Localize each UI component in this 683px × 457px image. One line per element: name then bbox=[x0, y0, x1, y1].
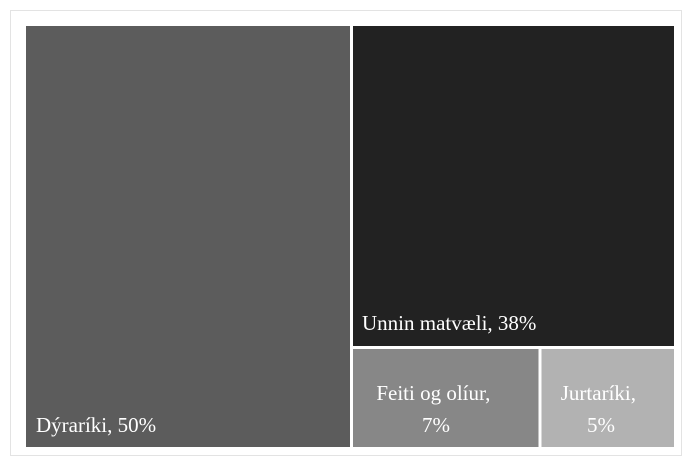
tile-label-jurtariki-line2: 5% bbox=[587, 413, 615, 437]
tile-label-jurtariki: Jurtaríki, 5% bbox=[561, 381, 641, 437]
tile-label-feiti-og-oliur: Feiti og olíur, 7% bbox=[376, 381, 495, 437]
tile-label-feiti-line2: 7% bbox=[422, 413, 450, 437]
tile-unnin-matvaeli bbox=[353, 26, 674, 346]
tile-jurtariki bbox=[541, 349, 674, 447]
tile-label-feiti-line1: Feiti og olíur, bbox=[376, 381, 490, 405]
tile-label-unnin-matvaeli: Unnin matvæli, 38% bbox=[362, 311, 536, 335]
tile-feiti-og-oliur bbox=[353, 349, 539, 447]
tile-label-jurtariki-line1: Jurtaríki, bbox=[561, 381, 636, 405]
tile-label-dyraiki: Dýraríki, 50% bbox=[36, 413, 156, 437]
tile-dyraiki bbox=[26, 26, 350, 447]
